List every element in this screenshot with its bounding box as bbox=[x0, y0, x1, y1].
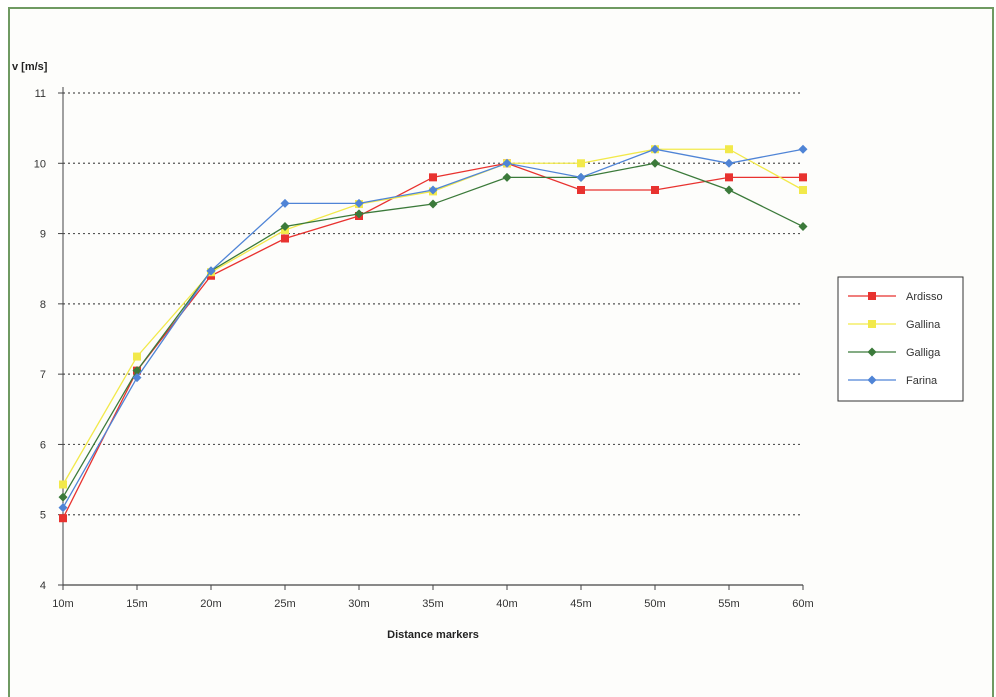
data-point-gallina bbox=[577, 159, 585, 168]
x-tick-label: 60m bbox=[792, 598, 813, 610]
legend-marker bbox=[868, 292, 876, 300]
x-tick-label: 45m bbox=[570, 598, 591, 610]
series-ardisso bbox=[59, 159, 807, 523]
grid-lines bbox=[63, 92, 803, 516]
data-point-gallina bbox=[59, 480, 67, 489]
data-point-galliga bbox=[132, 366, 142, 376]
y-tick-label: 4 bbox=[40, 580, 46, 592]
y-tick-label: 11 bbox=[35, 88, 46, 100]
data-point-galliga bbox=[354, 209, 364, 219]
data-point-farina bbox=[280, 198, 290, 208]
data-point-farina bbox=[502, 158, 512, 168]
legend-marker bbox=[868, 320, 876, 328]
y-axis-label: v [m/s] bbox=[12, 61, 48, 73]
legend-marker bbox=[867, 347, 877, 357]
series-line-ardisso bbox=[62, 162, 803, 519]
axes bbox=[62, 87, 803, 586]
data-point-farina bbox=[206, 266, 216, 276]
data-point-farina bbox=[650, 144, 660, 154]
legend-label: Ardisso bbox=[906, 291, 943, 303]
x-tick-label: 40m bbox=[496, 598, 517, 610]
legend-label: Gallina bbox=[906, 319, 941, 331]
series-line-gallina bbox=[62, 148, 804, 485]
y-tick-label: 9 bbox=[40, 229, 46, 241]
data-point-gallina bbox=[133, 352, 141, 361]
y-tick-label: 7 bbox=[40, 369, 46, 381]
data-point-ardisso bbox=[577, 185, 585, 194]
x-tick-label: 55m bbox=[718, 598, 739, 610]
data-point-farina bbox=[354, 198, 364, 208]
data-point-galliga bbox=[798, 222, 808, 232]
series-group bbox=[58, 144, 808, 523]
y-ticks: 4 5 6 7 8 9 10 11 bbox=[34, 88, 63, 592]
series-galliga bbox=[58, 158, 808, 502]
data-point-ardisso bbox=[651, 185, 659, 194]
data-point-farina bbox=[58, 503, 68, 513]
data-point-ardisso bbox=[725, 173, 733, 182]
y-tick-label: 8 bbox=[40, 299, 46, 311]
data-point-ardisso bbox=[799, 173, 807, 182]
y-tick-label: 6 bbox=[40, 439, 46, 451]
x-tick-label: 35m bbox=[422, 598, 443, 610]
x-tick-label: 15m bbox=[126, 598, 147, 610]
data-point-ardisso bbox=[281, 234, 289, 243]
data-point-gallina bbox=[725, 145, 733, 154]
data-point-farina bbox=[724, 158, 734, 168]
data-point-galliga bbox=[428, 199, 438, 209]
y-tick-label: 10 bbox=[34, 158, 46, 170]
data-point-farina bbox=[428, 185, 438, 195]
legend-label: Galliga bbox=[906, 347, 941, 359]
y-tick-label: 5 bbox=[40, 510, 46, 522]
data-point-ardisso bbox=[429, 173, 437, 182]
data-point-farina bbox=[576, 172, 586, 182]
chart-frame bbox=[8, 7, 994, 697]
series-gallina bbox=[59, 145, 807, 489]
x-tick-label: 30m bbox=[348, 598, 369, 610]
data-point-galliga bbox=[280, 222, 290, 232]
legend-label: Farina bbox=[906, 375, 938, 387]
series-line-galliga bbox=[62, 162, 804, 498]
data-point-farina bbox=[798, 144, 808, 154]
x-tick-label: 25m bbox=[274, 598, 295, 610]
data-point-galliga bbox=[724, 185, 734, 195]
x-ticks: 10m 15m 20m 25m 30m 35m 40m 45m 50m 55m 60m bbox=[52, 585, 814, 610]
data-point-galliga bbox=[502, 172, 512, 182]
x-tick-label: 50m bbox=[644, 598, 665, 610]
data-point-ardisso bbox=[59, 514, 67, 523]
data-point-gallina bbox=[799, 185, 807, 194]
x-tick-label: 20m bbox=[200, 598, 221, 610]
series-farina bbox=[58, 144, 808, 513]
x-tick-label: 10m bbox=[52, 598, 73, 610]
x-axis-label: Distance markers bbox=[387, 629, 479, 641]
data-point-galliga bbox=[650, 158, 660, 168]
data-point-farina bbox=[132, 373, 142, 383]
legend: Ardisso Gallina Galliga Farina bbox=[837, 276, 964, 402]
data-point-galliga bbox=[58, 492, 68, 502]
legend-marker bbox=[867, 375, 877, 385]
